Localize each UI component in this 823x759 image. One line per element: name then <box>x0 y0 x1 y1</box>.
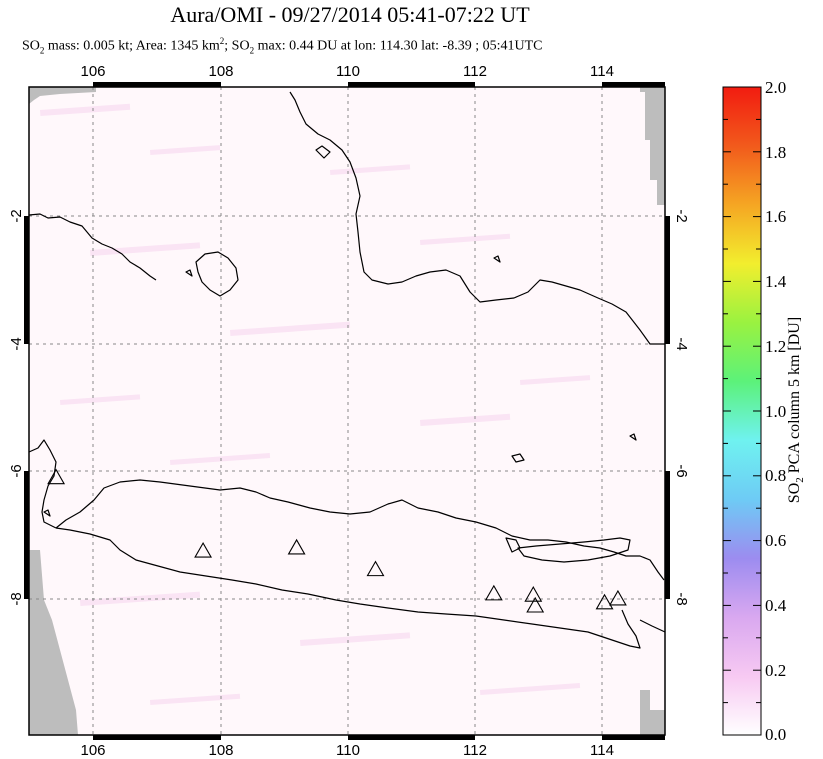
colorbar-label-text: PCA column 5 km [DU] <box>785 316 803 478</box>
colorbar-tick: 0.8 <box>765 466 786 485</box>
so2-max-text: max: 0.44 DU at lon: 114.30 lat: -8.39 ;… <box>254 38 543 54</box>
volcano-icon <box>526 596 545 613</box>
so2-mass-prefix: SO <box>22 38 40 54</box>
lat-tick-left: -2 <box>8 209 25 222</box>
lat-tick-right: -2 <box>673 209 690 222</box>
map-background <box>29 87 665 735</box>
coastlines <box>29 91 665 649</box>
colorbar-tick: 0.4 <box>765 596 787 615</box>
volcano-icon <box>366 560 385 577</box>
lon-tick-top: 106 <box>80 63 105 80</box>
lon-tick-bottom: 108 <box>208 742 233 759</box>
colorbar-tick: 0.2 <box>765 661 786 680</box>
colorbar-tick: 1.0 <box>765 402 786 421</box>
no-data-region <box>29 87 665 735</box>
colorbar-label-sub: 2 <box>794 477 807 483</box>
lon-tick-top: 112 <box>463 63 487 80</box>
volcano-markers <box>47 468 627 613</box>
lat-tick-left: -4 <box>8 337 25 350</box>
frame-tick-bars <box>24 82 670 740</box>
lat-tick-right: -6 <box>673 464 690 477</box>
so2-max-sub: 2 <box>249 45 255 56</box>
lat-tick-left: -6 <box>8 464 25 477</box>
lat-tick-right: -8 <box>673 592 690 605</box>
map-gridlines <box>29 87 665 735</box>
lon-tick-top: 114 <box>590 63 614 80</box>
volcano-icon <box>47 468 66 485</box>
colorbar-ticks: 2.0 1.8 1.6 1.4 1.2 1.0 0.8 0.6 0.4 0.2 … <box>765 78 787 744</box>
map-title: Aura/OMI - 09/27/2014 05:41-07:22 UT <box>170 2 530 27</box>
volcano-icon <box>608 589 627 606</box>
lon-tick-bottom: 112 <box>463 742 487 759</box>
lat-ticks-left: -2 -4 -6 -8 <box>8 209 25 605</box>
coastline-islands <box>43 145 637 553</box>
colorbar-tick: 1.4 <box>765 272 787 291</box>
volcano-icon <box>595 593 614 610</box>
volcano-icon <box>287 538 306 555</box>
so2-mass-text: mass: 0.005 kt; Area: 1345 km <box>44 38 220 54</box>
volcano-icon <box>194 541 213 558</box>
lon-tick-top: 110 <box>336 63 360 80</box>
colorbar-tick: 0.0 <box>765 725 786 744</box>
area-unit-sup: 2 <box>219 36 225 46</box>
colorbar-tick: 1.6 <box>765 207 786 226</box>
coastline-bangka <box>195 251 239 297</box>
lon-tick-bottom: 114 <box>590 742 614 759</box>
colorbar-tick: 1.8 <box>765 143 786 162</box>
coastline-java <box>55 479 665 649</box>
lon-tick-bottom: 106 <box>80 742 105 759</box>
coastline-bali <box>639 619 665 633</box>
colorbar-minor-ticks <box>723 86 761 736</box>
map-frame <box>28 86 666 736</box>
coastline-kalimantan <box>289 91 665 345</box>
colorbar-label-prefix: SO <box>785 482 803 504</box>
coastline-madura <box>517 537 631 563</box>
lon-tick-top: 108 <box>208 63 233 80</box>
colorbar-tick: 0.6 <box>765 531 786 550</box>
so2-mass-sub: 2 <box>39 45 45 56</box>
lon-ticks-bottom: 106 108 110 112 114 <box>80 742 613 759</box>
coastline-sumatra <box>29 213 157 529</box>
lat-tick-right: -4 <box>673 337 690 350</box>
lat-tick-left: -8 <box>8 592 25 605</box>
volcano-icon <box>484 584 503 601</box>
so2-max-prefix: ; SO <box>224 38 250 54</box>
so2-retrieval-pixels <box>39 103 591 705</box>
colorbar-tick: 1.2 <box>765 337 786 356</box>
colorbar-label: SO2 PCA column 5 km [DU] <box>786 317 806 503</box>
lon-tick-bottom: 110 <box>336 742 360 759</box>
lon-ticks-top: 106 108 110 112 114 <box>80 63 613 80</box>
map-subtitle: SO2 mass: 0.005 kt; Area: 1345 km2; SO2 … <box>22 36 543 55</box>
colorbar-tick: 2.0 <box>765 78 786 97</box>
lat-ticks-right: -2 -4 -6 -8 <box>673 209 690 605</box>
